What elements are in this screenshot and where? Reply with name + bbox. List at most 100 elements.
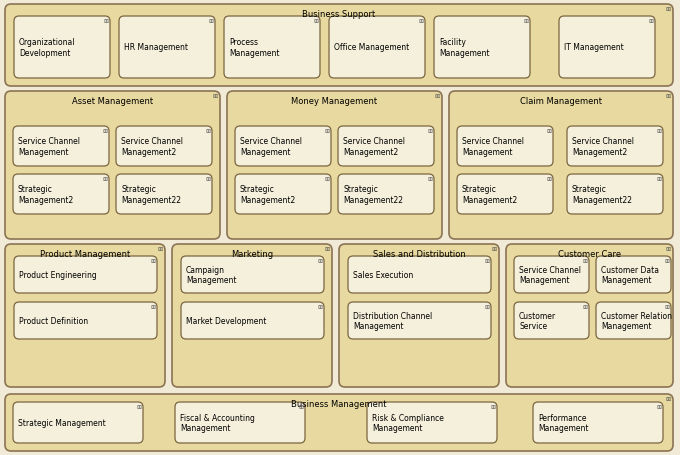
FancyBboxPatch shape bbox=[235, 175, 331, 214]
Text: Service Channel
Management: Service Channel Management bbox=[18, 137, 80, 157]
FancyBboxPatch shape bbox=[5, 244, 165, 387]
Text: IT Management: IT Management bbox=[564, 43, 624, 52]
Text: Campaign
Management: Campaign Management bbox=[186, 265, 237, 284]
Text: ⊞: ⊞ bbox=[656, 177, 661, 182]
Text: ⊞: ⊞ bbox=[666, 7, 671, 12]
Text: Business Management: Business Management bbox=[291, 399, 387, 408]
Text: Sales and Distribution: Sales and Distribution bbox=[373, 249, 465, 258]
Text: ⊞: ⊞ bbox=[435, 94, 440, 99]
FancyBboxPatch shape bbox=[339, 244, 499, 387]
Text: ⊞: ⊞ bbox=[325, 247, 330, 252]
Text: HR Management: HR Management bbox=[124, 43, 188, 52]
Text: Claim Management: Claim Management bbox=[520, 97, 602, 106]
Text: ⊞: ⊞ bbox=[158, 247, 163, 252]
Text: ⊞: ⊞ bbox=[656, 129, 661, 134]
Text: Service Channel
Management2: Service Channel Management2 bbox=[572, 137, 634, 157]
FancyBboxPatch shape bbox=[181, 257, 324, 293]
Text: ⊞: ⊞ bbox=[664, 258, 669, 263]
Text: Customer Relation
Management: Customer Relation Management bbox=[601, 311, 672, 330]
FancyBboxPatch shape bbox=[14, 257, 157, 293]
FancyBboxPatch shape bbox=[227, 92, 442, 239]
Text: Organizational
Development: Organizational Development bbox=[19, 38, 75, 58]
Text: ⊞: ⊞ bbox=[136, 404, 141, 409]
Text: ⊞: ⊞ bbox=[666, 94, 671, 99]
FancyBboxPatch shape bbox=[5, 92, 220, 239]
Text: Market Development: Market Development bbox=[186, 316, 267, 325]
FancyBboxPatch shape bbox=[116, 127, 212, 167]
FancyBboxPatch shape bbox=[348, 257, 491, 293]
Text: Strategic
Management2: Strategic Management2 bbox=[18, 185, 73, 204]
Text: ⊞: ⊞ bbox=[150, 258, 155, 263]
FancyBboxPatch shape bbox=[14, 302, 157, 339]
Text: ⊞: ⊞ bbox=[523, 19, 528, 24]
Text: ⊞: ⊞ bbox=[664, 304, 669, 309]
Text: ⊞: ⊞ bbox=[103, 19, 108, 24]
Text: Product Definition: Product Definition bbox=[19, 316, 88, 325]
FancyBboxPatch shape bbox=[5, 5, 673, 87]
Text: Strategic
Management2: Strategic Management2 bbox=[240, 185, 295, 204]
Text: ⊞: ⊞ bbox=[492, 247, 497, 252]
Text: Customer Care: Customer Care bbox=[558, 249, 621, 258]
Text: Sales Execution: Sales Execution bbox=[353, 270, 413, 279]
FancyBboxPatch shape bbox=[181, 302, 324, 339]
FancyBboxPatch shape bbox=[449, 92, 673, 239]
Text: Distribution Channel
Management: Distribution Channel Management bbox=[353, 311, 432, 330]
Text: ⊞: ⊞ bbox=[150, 304, 155, 309]
FancyBboxPatch shape bbox=[5, 394, 673, 451]
Text: ⊞: ⊞ bbox=[648, 19, 653, 24]
Text: ⊞: ⊞ bbox=[546, 129, 551, 134]
Text: Service Channel
Management: Service Channel Management bbox=[462, 137, 524, 157]
Text: ⊞: ⊞ bbox=[298, 404, 303, 409]
FancyBboxPatch shape bbox=[514, 302, 589, 339]
FancyBboxPatch shape bbox=[329, 17, 425, 79]
Text: ⊞: ⊞ bbox=[484, 258, 489, 263]
FancyBboxPatch shape bbox=[506, 244, 673, 387]
FancyBboxPatch shape bbox=[457, 127, 553, 167]
FancyBboxPatch shape bbox=[235, 127, 331, 167]
Text: Strategic
Management2: Strategic Management2 bbox=[462, 185, 517, 204]
FancyBboxPatch shape bbox=[119, 17, 215, 79]
Text: Facility
Management: Facility Management bbox=[439, 38, 490, 58]
Text: Strategic
Management22: Strategic Management22 bbox=[572, 185, 632, 204]
Text: ⊞: ⊞ bbox=[102, 129, 107, 134]
FancyBboxPatch shape bbox=[14, 17, 110, 79]
Text: Strategic
Management22: Strategic Management22 bbox=[121, 185, 181, 204]
FancyBboxPatch shape bbox=[559, 17, 655, 79]
FancyBboxPatch shape bbox=[13, 402, 143, 443]
Text: ⊞: ⊞ bbox=[213, 94, 218, 99]
Text: ⊞: ⊞ bbox=[666, 396, 671, 401]
FancyBboxPatch shape bbox=[457, 175, 553, 214]
Text: Service Channel
Management: Service Channel Management bbox=[240, 137, 302, 157]
Text: ⊞: ⊞ bbox=[313, 19, 318, 24]
Text: ⊞: ⊞ bbox=[490, 404, 495, 409]
Text: ⊞: ⊞ bbox=[317, 258, 322, 263]
FancyBboxPatch shape bbox=[514, 257, 589, 293]
Text: ⊞: ⊞ bbox=[324, 177, 329, 182]
Text: Strategic
Management22: Strategic Management22 bbox=[343, 185, 403, 204]
Text: Asset Management: Asset Management bbox=[72, 97, 153, 106]
Text: Risk & Compliance
Management: Risk & Compliance Management bbox=[372, 413, 444, 432]
FancyBboxPatch shape bbox=[172, 244, 332, 387]
Text: Strategic Management: Strategic Management bbox=[18, 418, 106, 427]
Text: ⊞: ⊞ bbox=[546, 177, 551, 182]
Text: ⊞: ⊞ bbox=[656, 404, 661, 409]
Text: Product Management: Product Management bbox=[40, 249, 130, 258]
FancyBboxPatch shape bbox=[338, 127, 434, 167]
Text: Business Support: Business Support bbox=[303, 10, 375, 19]
Text: ⊞: ⊞ bbox=[102, 177, 107, 182]
FancyBboxPatch shape bbox=[596, 302, 671, 339]
FancyBboxPatch shape bbox=[367, 402, 497, 443]
Text: ⊞: ⊞ bbox=[427, 177, 432, 182]
Text: Office Management: Office Management bbox=[334, 43, 409, 52]
FancyBboxPatch shape bbox=[567, 127, 663, 167]
Text: Product Engineering: Product Engineering bbox=[19, 270, 97, 279]
Text: Marketing: Marketing bbox=[231, 249, 273, 258]
Text: ⊞: ⊞ bbox=[317, 304, 322, 309]
Text: Service Channel
Management: Service Channel Management bbox=[519, 265, 581, 284]
FancyBboxPatch shape bbox=[13, 127, 109, 167]
Text: ⊞: ⊞ bbox=[324, 129, 329, 134]
FancyBboxPatch shape bbox=[175, 402, 305, 443]
FancyBboxPatch shape bbox=[434, 17, 530, 79]
Text: ⊞: ⊞ bbox=[484, 304, 489, 309]
FancyBboxPatch shape bbox=[533, 402, 663, 443]
